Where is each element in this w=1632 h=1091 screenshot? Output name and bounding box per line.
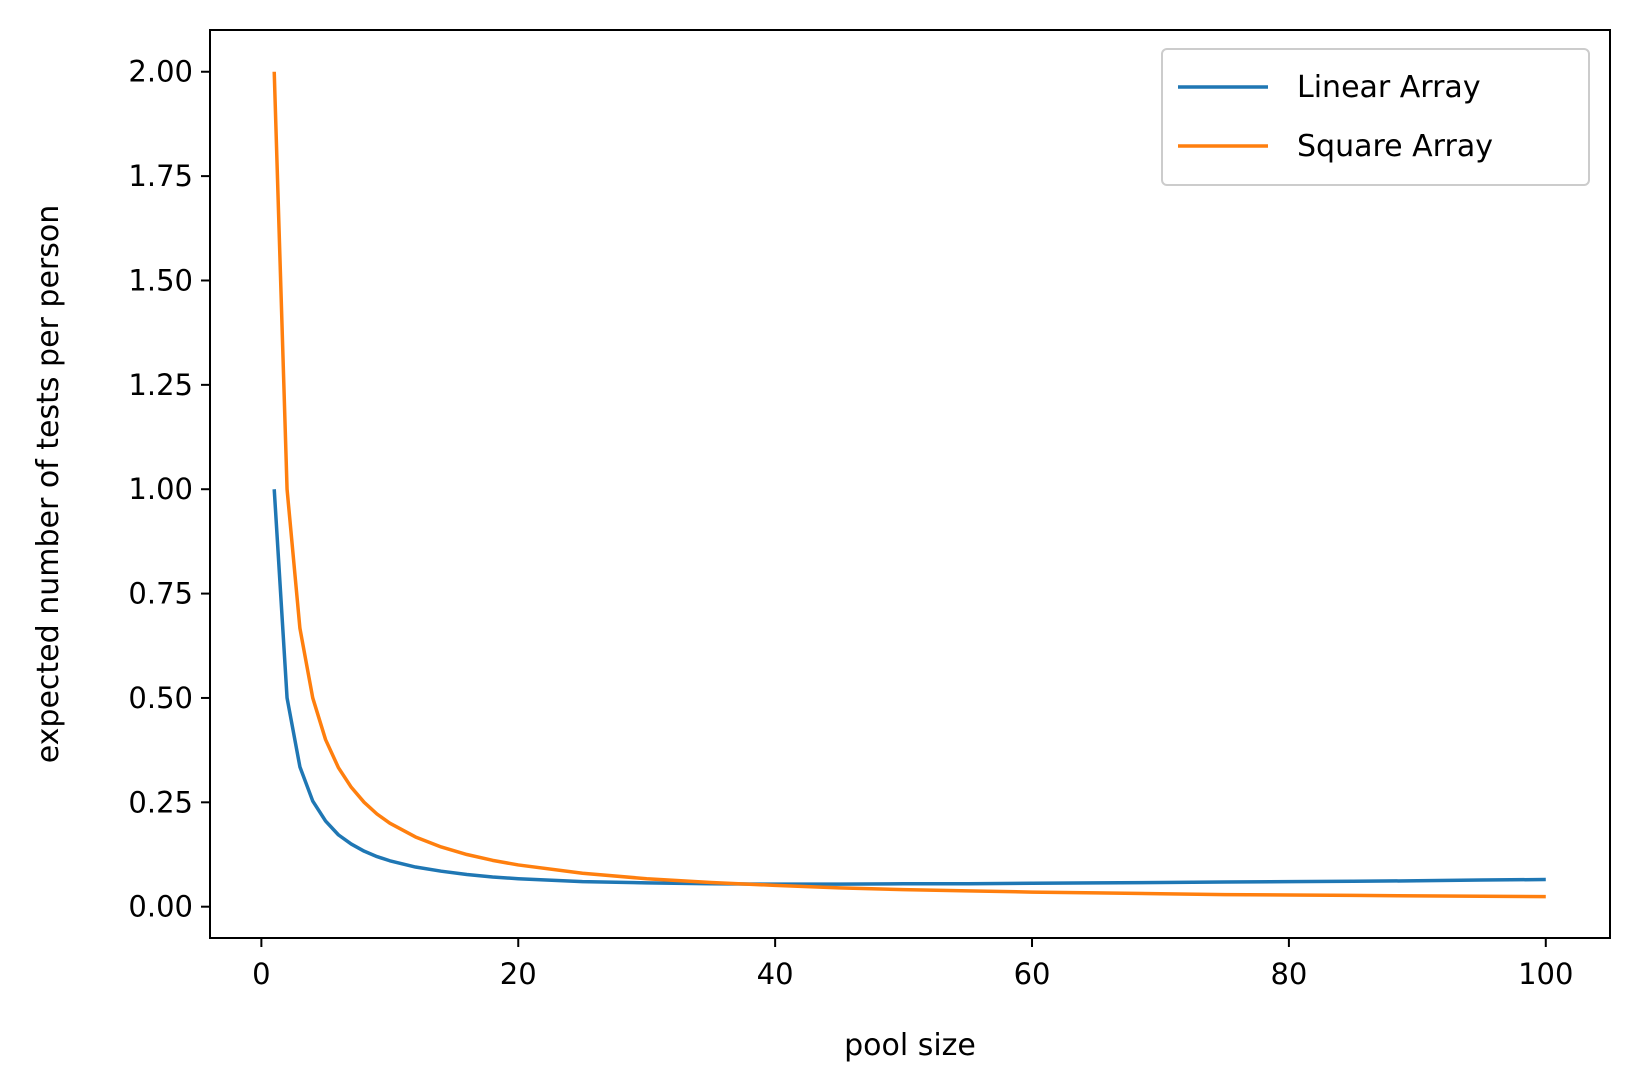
- legend-box: [1161, 48, 1590, 186]
- y-tick-label: 0.00: [128, 890, 193, 924]
- series-layer: [272, 71, 1546, 899]
- y-tick-label: 1.00: [128, 472, 193, 506]
- axes-frame: [209, 29, 1611, 939]
- y-tick-label: 1.75: [128, 159, 193, 193]
- x-tick-label: 60: [1014, 957, 1051, 991]
- y-tick-label: 0.25: [128, 785, 193, 819]
- x-axis-ticks: 0 20 40 60 80 100: [252, 938, 1573, 991]
- legend: Linear Array Square Array: [1161, 48, 1590, 186]
- x-tick-label: 20: [500, 957, 537, 991]
- y-tick-label: 1.50: [128, 263, 193, 297]
- y-tick-label: 2.00: [128, 55, 193, 89]
- y-tick-label: 1.25: [128, 368, 193, 402]
- x-tick-label: 0: [252, 957, 270, 991]
- y-axis-ticks: 0.00 0.25 0.50 0.75 1.00 1.25 1.50 1.75 2.00: [128, 55, 210, 924]
- x-tick-label: 40: [757, 957, 794, 991]
- series-line-linear-array: [272, 489, 1546, 886]
- y-axis-label: expected number of tests per person: [31, 205, 66, 764]
- y-tick-label: 0.75: [128, 577, 193, 611]
- x-tick-label: 80: [1270, 957, 1307, 991]
- legend-label-linear-array: Linear Array: [1297, 70, 1481, 105]
- legend-label-square-array: Square Array: [1297, 129, 1493, 164]
- x-axis-label: pool size: [844, 1028, 976, 1063]
- x-tick-label: 100: [1518, 957, 1573, 991]
- y-tick-label: 0.50: [128, 681, 193, 715]
- series-line-square-array: [272, 71, 1546, 899]
